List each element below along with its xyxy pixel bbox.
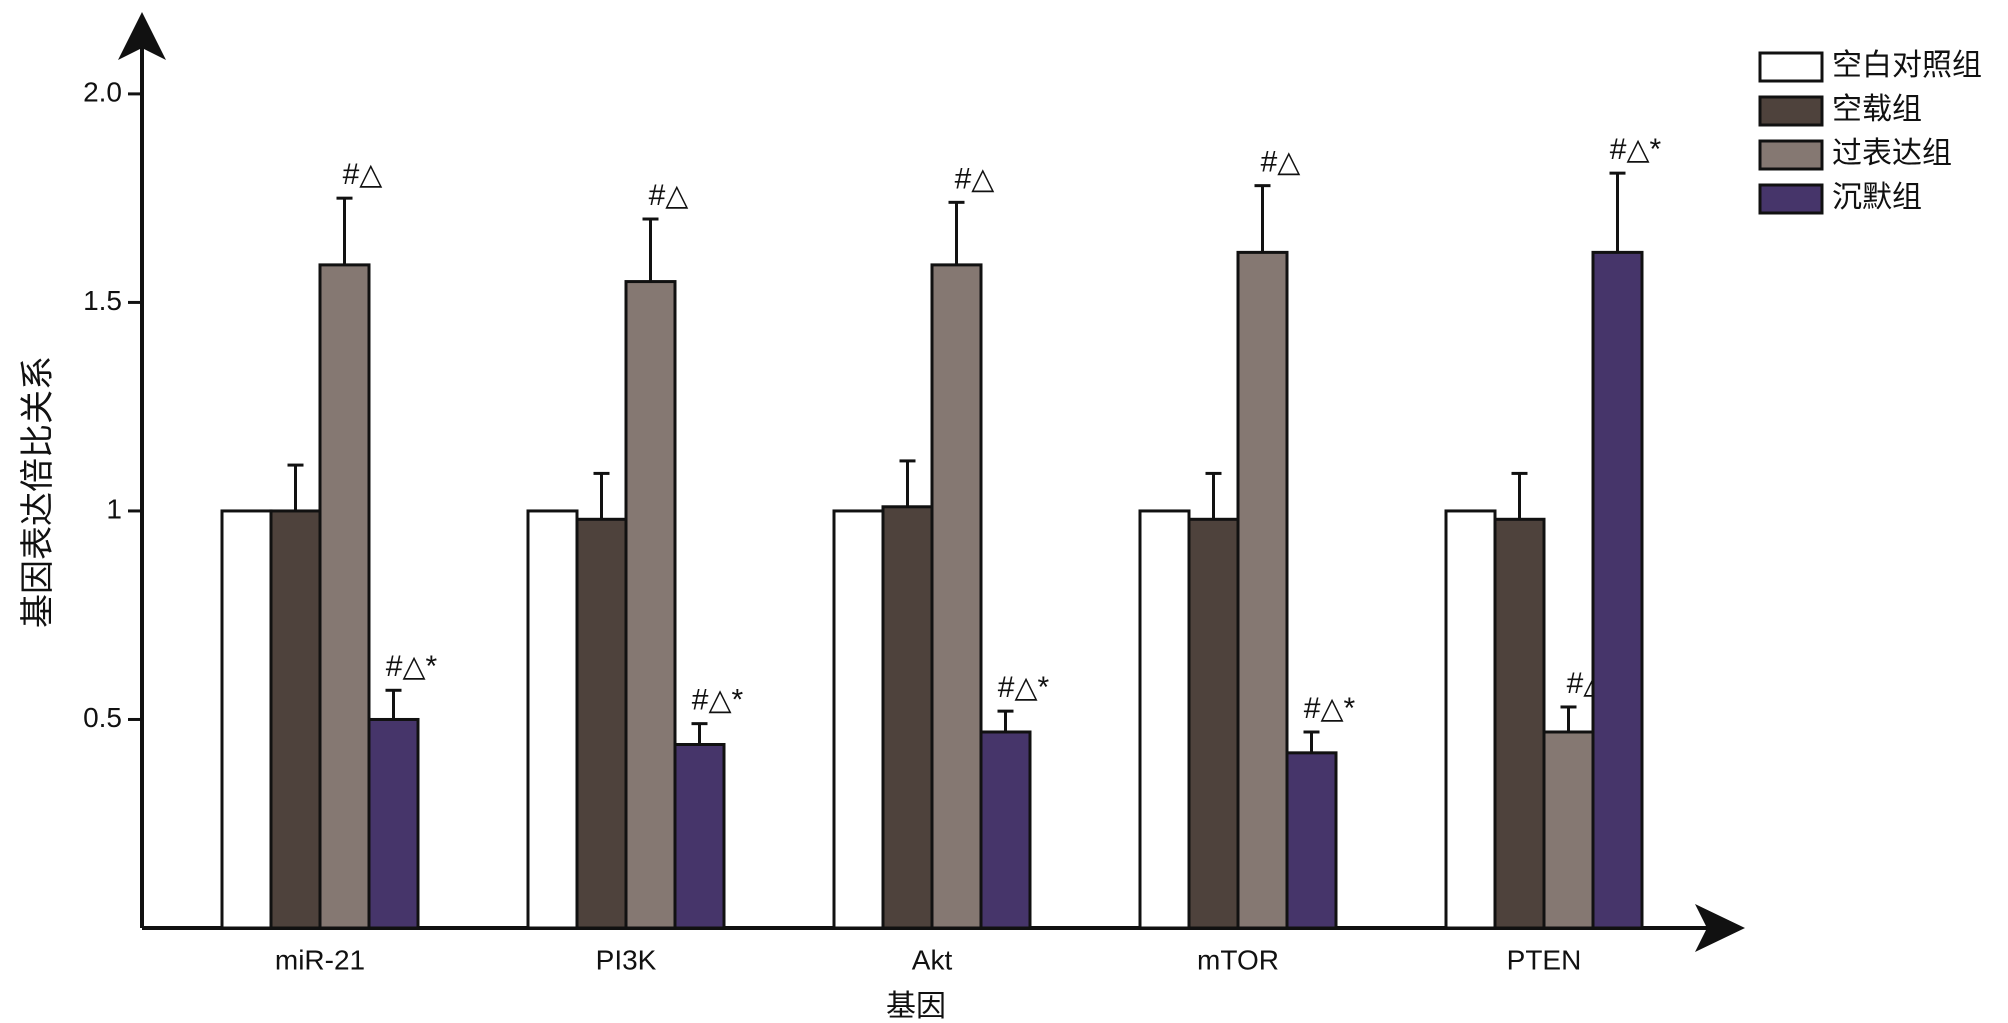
bar	[1591, 250, 1644, 930]
x-tick-label: mTOR	[1197, 944, 1279, 975]
legend-swatch	[1758, 183, 1824, 215]
x-tick-label: PTEN	[1507, 944, 1582, 975]
annotation: #△*	[998, 671, 1050, 704]
x-tick-label: Akt	[912, 944, 953, 975]
y-tick-label: 0.5	[83, 702, 122, 733]
bar	[832, 509, 885, 930]
legend-label: 过表达组	[1832, 137, 1952, 170]
annotation: #△*	[386, 650, 438, 683]
annotation: #△	[955, 162, 995, 195]
legend-label: 空载组	[1832, 93, 1922, 126]
bar	[269, 509, 322, 930]
bar	[1236, 250, 1289, 930]
legend-swatch	[1758, 139, 1824, 171]
annotation: #△*	[692, 684, 744, 717]
bar	[318, 263, 371, 930]
bar	[673, 742, 726, 930]
bar	[526, 509, 579, 930]
legend-swatch	[1758, 51, 1824, 83]
bar	[1444, 509, 1497, 930]
y-axis-arrow	[118, 12, 166, 60]
annotation: #△*	[1304, 692, 1356, 725]
bar	[979, 730, 1032, 930]
x-tick-label: PI3K	[596, 944, 657, 975]
bar	[1187, 517, 1240, 930]
legend-label: 沉默组	[1832, 181, 1922, 214]
bar	[575, 517, 628, 930]
y-tick-label: 2.0	[83, 76, 122, 107]
bar	[1138, 509, 1191, 930]
x-axis-arrow	[1695, 904, 1745, 952]
legend-swatch	[1758, 95, 1824, 127]
annotation: #△	[1261, 146, 1301, 179]
annotation: #△*	[1610, 133, 1662, 166]
annotation: #△	[649, 179, 689, 212]
y-axis-label: 基因表达倍比关系	[19, 356, 57, 628]
bar	[624, 280, 677, 930]
y-tick-label: 1	[106, 493, 122, 524]
bar	[1493, 517, 1546, 930]
bar	[930, 263, 983, 930]
x-axis-label: 基因	[886, 990, 946, 1023]
bar	[1542, 730, 1595, 930]
y-tick-label: 1.5	[83, 285, 122, 316]
bar	[881, 505, 934, 930]
bar	[367, 717, 420, 930]
annotation: #△	[343, 158, 383, 191]
x-tick-label: miR-21	[275, 944, 365, 975]
legend-label: 空白对照组	[1832, 49, 1982, 82]
bar	[1285, 751, 1338, 930]
bar	[220, 509, 273, 930]
